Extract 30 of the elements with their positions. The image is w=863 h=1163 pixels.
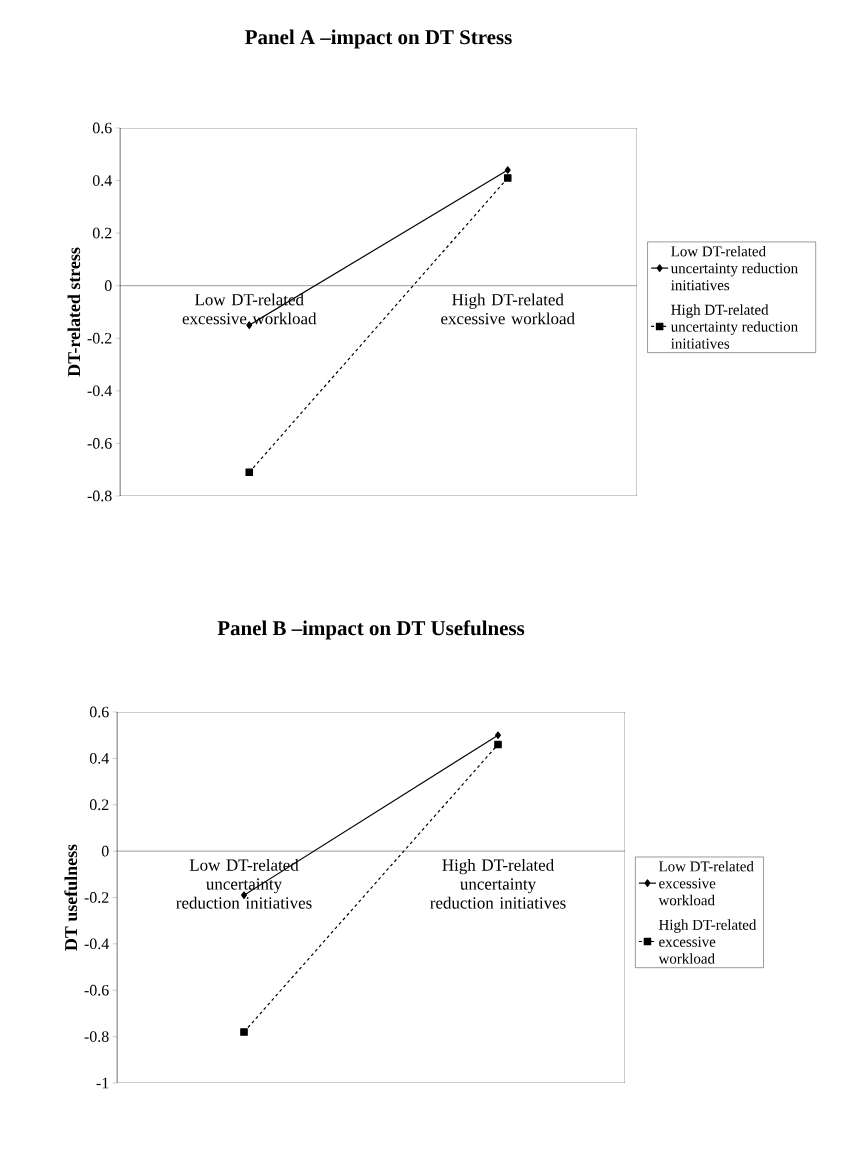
point <box>240 1028 248 1036</box>
point <box>503 174 512 182</box>
chart-title: Panel A –impact on DT Stress <box>245 29 512 49</box>
legend-label: Low DT-related uncertainty reduction initiatives <box>670 245 798 291</box>
y-tick-label: 0.4 <box>89 752 109 764</box>
y-tick-label: 0.4 <box>92 175 112 186</box>
y-tick-label: -0.8 <box>84 1031 109 1043</box>
y-tick-label: -0.8 <box>87 490 112 502</box>
y-axis-title: DT-related stress <box>67 247 81 377</box>
y-tick-label: 0.6 <box>89 706 109 718</box>
y-tick-label: -0.4 <box>87 385 112 397</box>
y-tick-label: -0.6 <box>87 438 112 449</box>
y-tick-label: -0.2 <box>87 332 112 344</box>
point <box>246 321 253 329</box>
y-tick-label: -0.4 <box>84 938 109 950</box>
y-axis-title: DT usefulness <box>64 844 78 951</box>
y-tick-label: 0 <box>104 280 112 292</box>
y-tick-label: -0.6 <box>84 984 109 996</box>
y-tick-label: 0.2 <box>92 227 112 239</box>
point <box>494 740 502 749</box>
chart-title: Panel B –impact on DT Usefulness <box>217 620 525 640</box>
y-tick-label: 0.6 <box>92 122 112 134</box>
y-tick-label: 0.2 <box>89 799 109 811</box>
y-tick-label: -0.2 <box>84 892 109 903</box>
y-tick-label: 0 <box>101 845 109 857</box>
point <box>495 731 501 739</box>
legend-label: High DT-related excessive workload <box>658 919 757 964</box>
y-tick-label: -1 <box>96 1077 109 1089</box>
point <box>245 468 254 477</box>
point <box>504 166 511 174</box>
